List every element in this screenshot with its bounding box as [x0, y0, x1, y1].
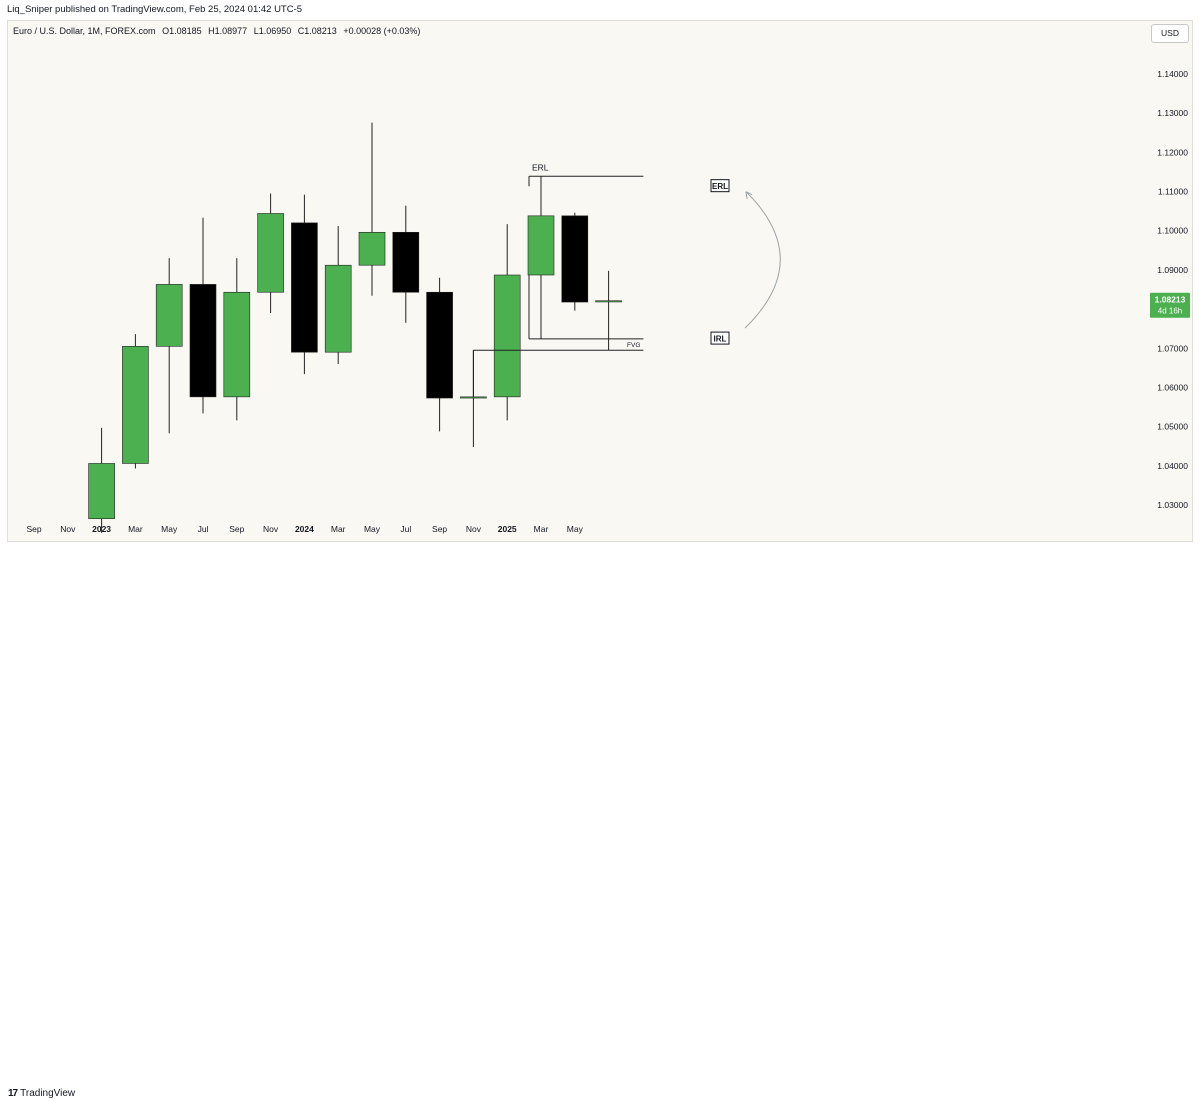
x-tick-label: Nov: [263, 524, 279, 534]
irl-box-label: IRL: [714, 335, 727, 344]
ohlc-close: C1.08213: [297, 26, 337, 36]
candle-body: [392, 231, 420, 293]
candle-body: [223, 291, 251, 398]
ohlc-low: L1.06950: [253, 26, 292, 36]
x-tick-label: 2024: [295, 524, 314, 534]
y-tick-label: 1.12000: [1157, 147, 1188, 157]
arrow-head-icon: [745, 191, 753, 199]
candle-body: [595, 300, 622, 303]
x-tick-label: Sep: [26, 524, 41, 534]
x-tick-label: Sep: [229, 524, 244, 534]
irl-box: [710, 331, 730, 345]
symbol-legend: Euro / U.S. Dollar, 1M, FOREX.com O1.081…: [13, 26, 424, 36]
y-tick-label: 1.07000: [1157, 343, 1188, 353]
x-tick-label: Mar: [534, 524, 549, 534]
candle-body: [426, 291, 453, 399]
candle-body: [291, 222, 318, 353]
erl-box-label: ERL: [712, 182, 728, 191]
tradingview-brand: TradingView: [20, 1088, 76, 1099]
price-tag: [1150, 292, 1190, 318]
x-tick-label: 2025: [498, 524, 517, 534]
x-tick-label: Sep: [432, 524, 447, 534]
chart-area[interactable]: [7, 20, 1193, 542]
erl-level-label: ERL: [532, 162, 549, 172]
y-tick-label: 1.03000: [1157, 500, 1188, 510]
tradingview-mark-icon: 17: [8, 1088, 18, 1099]
candle-body: [88, 463, 115, 520]
x-tick-label: Mar: [331, 524, 346, 534]
published-by-line: Liq_Sniper published on TradingView.com,…: [7, 4, 303, 15]
x-tick-label: Jul: [198, 524, 209, 534]
y-tick-label: 1.10000: [1157, 226, 1188, 236]
erl-box: [710, 179, 730, 193]
y-tick-label: 1.05000: [1157, 422, 1188, 432]
x-tick-label: Nov: [466, 524, 482, 534]
y-tick-label: 1.11000: [1158, 187, 1188, 197]
y-tick-label: 1.13000: [1157, 108, 1188, 118]
currency-button[interactable]: USD: [1151, 24, 1189, 43]
fvg-label: FVG: [627, 342, 640, 349]
y-tick-label: 1.09000: [1157, 265, 1188, 275]
candle-body: [155, 284, 183, 347]
top-bar: Liq_Sniper published on TradingView.com,…: [0, 0, 1200, 20]
ohlc-high: H1.08977: [208, 26, 248, 36]
symbol-name[interactable]: Euro / U.S. Dollar, 1M, FOREX.com: [13, 26, 156, 36]
tradingview-logo[interactable]: 17 TradingView: [8, 1088, 75, 1099]
candle-body: [460, 396, 487, 399]
candle-body: [189, 284, 217, 398]
candle-body: [324, 264, 352, 353]
x-tick-label: May: [567, 524, 584, 534]
candle-body: [527, 215, 555, 276]
x-tick-label: Nov: [60, 524, 76, 534]
candle-body: [561, 215, 589, 303]
ohlc-open: O1.08185: [162, 26, 202, 36]
candle-body: [358, 231, 386, 266]
price-tag-countdown: 4d 16h: [1158, 307, 1182, 316]
y-tick-label: 1.14000: [1157, 69, 1188, 79]
arrow-curve: [744, 191, 781, 329]
x-tick-label: Mar: [128, 524, 143, 534]
price-tag-value: 1.08213: [1155, 295, 1186, 305]
x-tick-label: May: [364, 524, 381, 534]
candle-body: [493, 274, 521, 398]
y-tick-label: 1.06000: [1157, 382, 1188, 392]
candle-body: [122, 346, 149, 464]
candlestick-chart[interactable]: 1.030001.040001.050001.060001.070001.080…: [0, 0, 1200, 565]
price-change: +0.00028 (+0.03%): [343, 26, 421, 36]
candle-body: [257, 213, 284, 293]
y-tick-label: 1.04000: [1157, 461, 1188, 471]
footer: 17 TradingView: [0, 542, 1200, 1099]
x-tick-label: Jul: [400, 524, 411, 534]
x-tick-label: May: [161, 524, 178, 534]
